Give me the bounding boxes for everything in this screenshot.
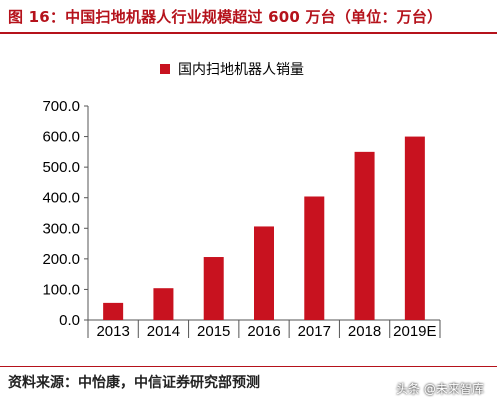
source-divider bbox=[0, 366, 497, 367]
y-tick-label: 600.0 bbox=[42, 129, 80, 146]
source-note: 资料来源：中怡康，中信证券研究部预测 bbox=[8, 375, 260, 391]
y-tick-label: 700.0 bbox=[42, 98, 80, 115]
x-tick-label: 2018 bbox=[348, 323, 381, 340]
y-tick-label: 500.0 bbox=[42, 159, 80, 176]
x-tick-label: 2016 bbox=[247, 323, 280, 340]
title-divider bbox=[0, 32, 497, 34]
y-tick-label: 0.0 bbox=[59, 312, 80, 329]
y-tick-label: 400.0 bbox=[42, 190, 80, 207]
y-tick-label: 200.0 bbox=[42, 251, 80, 268]
bar-2014 bbox=[153, 288, 174, 320]
figure-title: 图 16：中国扫地机器人行业规模超过 600 万台（单位：万台） bbox=[8, 8, 443, 26]
bar-2015 bbox=[203, 257, 224, 320]
x-tick-label: 2015 bbox=[197, 323, 230, 340]
x-tick-label: 2017 bbox=[298, 323, 331, 340]
legend-label: 国内扫地机器人销量 bbox=[178, 62, 304, 78]
bar-2017 bbox=[304, 196, 325, 320]
x-tick-label: 2019E bbox=[393, 323, 436, 340]
bar-2018 bbox=[354, 151, 375, 320]
bar-chart: 国内扫地机器人销量 0.0 100.0 200.0 300.0 400.0 500.0 600… bbox=[42, 62, 441, 340]
bar-2019e bbox=[404, 136, 425, 320]
y-tick-label: 300.0 bbox=[42, 220, 80, 237]
x-tick-label: 2014 bbox=[147, 323, 180, 340]
y-tick-label: 100.0 bbox=[42, 281, 80, 298]
bar-2013 bbox=[103, 302, 124, 320]
watermark: 头条 @未来智库 bbox=[396, 382, 484, 396]
bar-2016 bbox=[254, 226, 274, 320]
legend-swatch bbox=[160, 64, 170, 74]
x-tick-label: 2013 bbox=[96, 323, 129, 340]
